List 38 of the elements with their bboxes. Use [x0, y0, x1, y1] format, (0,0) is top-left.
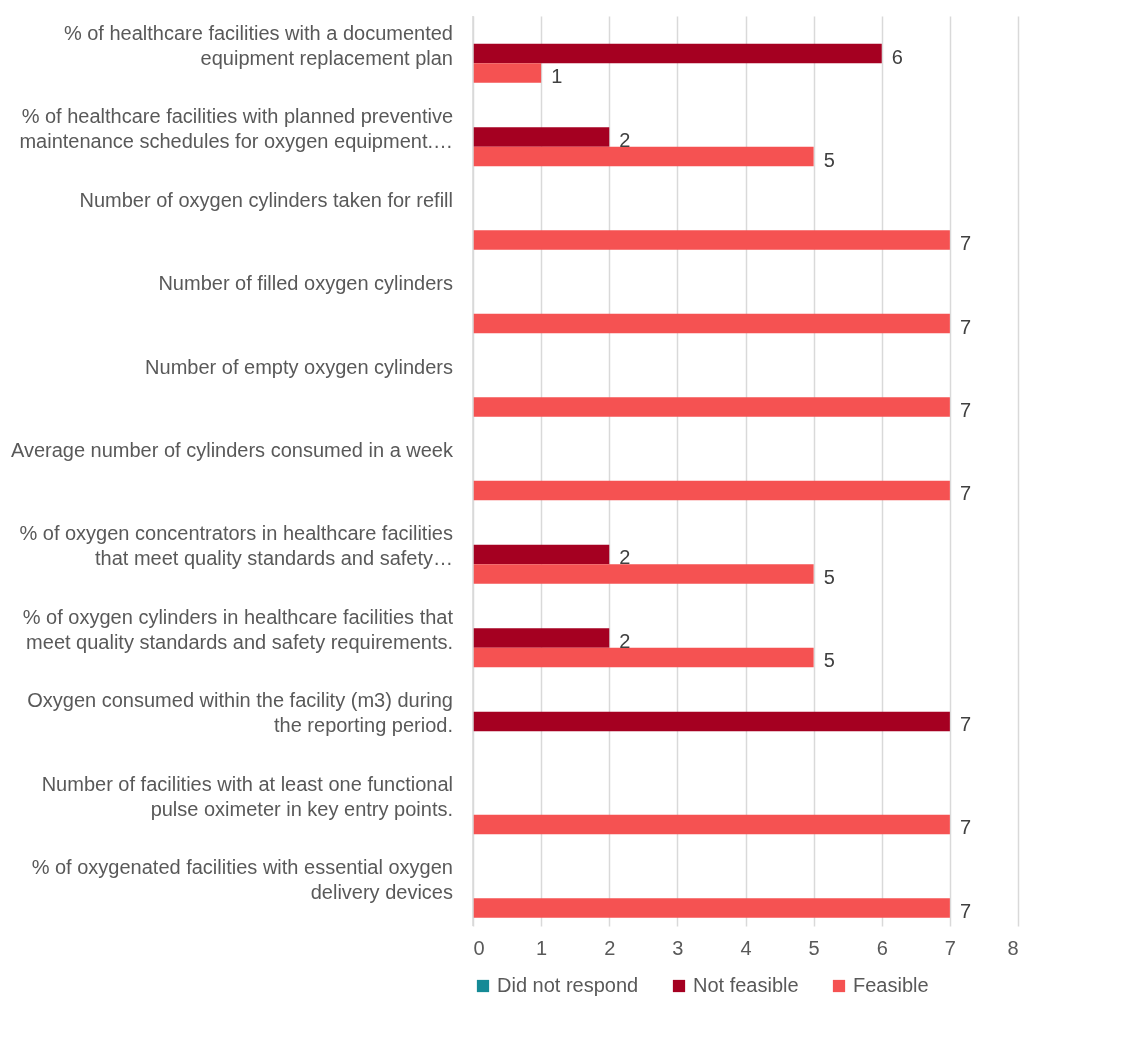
x-tick-label: 3: [672, 936, 684, 959]
data-label: 1: [551, 65, 563, 88]
y-tick-label: Number of oxygen cylinders taken for refill: [79, 188, 453, 211]
data-label: 2: [619, 629, 631, 652]
data-label: 2: [619, 546, 631, 569]
data-label: 7: [959, 482, 971, 505]
x-tick-label: 6: [876, 936, 888, 959]
data-label: 6: [891, 45, 903, 68]
data-label: 5: [823, 565, 835, 588]
y-tick-label: Number of empty oxygen cylinders: [145, 355, 453, 378]
x-tick-label: 7: [944, 936, 956, 959]
data-label: 5: [823, 148, 835, 171]
x-tick-label: 8: [1007, 936, 1019, 959]
data-label: 7: [959, 899, 971, 922]
x-tick-label: 4: [740, 936, 752, 959]
y-tick-label: % of oxygen cylinders in healthcare facilities that meet quality standards and safety requirements.: [22, 605, 454, 653]
y-tick-label: % of oxygenated facilities with essential oxygen delivery devices: [31, 856, 453, 904]
data-label: 7: [959, 398, 971, 421]
y-tick-label: Number of facilities with at least one functional pulse oximeter in key entry points.: [41, 772, 453, 820]
data-label: 5: [823, 649, 835, 672]
y-tick-label: % of oxygen concentrators in healthcare facilities that meet quality standards and safety…: [19, 522, 453, 570]
y-tick-label: Number of filled oxygen cylinders: [158, 272, 453, 295]
data-label: 7: [959, 816, 971, 839]
data-label: 7: [959, 315, 971, 338]
x-tick-label: 0: [473, 936, 485, 959]
y-tick-label: % of healthcare facilities with planned preventive maintenance schedules for oxygen equipment.…: [19, 105, 453, 153]
y-tick-label: Oxygen consumed within the facility (m3) during the reporting period.: [27, 689, 453, 737]
data-label: 7: [959, 713, 971, 736]
legend-label: Not feasible: [693, 974, 799, 996]
x-tick-label: 2: [604, 936, 616, 959]
legend-label: Feasible: [853, 974, 929, 996]
y-tick-label: Average number of cylinders consumed in a week: [10, 439, 454, 461]
legend-label: Did not respond: [497, 974, 639, 996]
y-tick-label: % of healthcare facilities with a documented equipment replacement plan: [63, 21, 453, 69]
data-label: 2: [619, 129, 631, 152]
x-tick-label: 1: [536, 936, 548, 959]
x-tick-label: 5: [808, 936, 820, 959]
data-label: 7: [959, 232, 971, 255]
